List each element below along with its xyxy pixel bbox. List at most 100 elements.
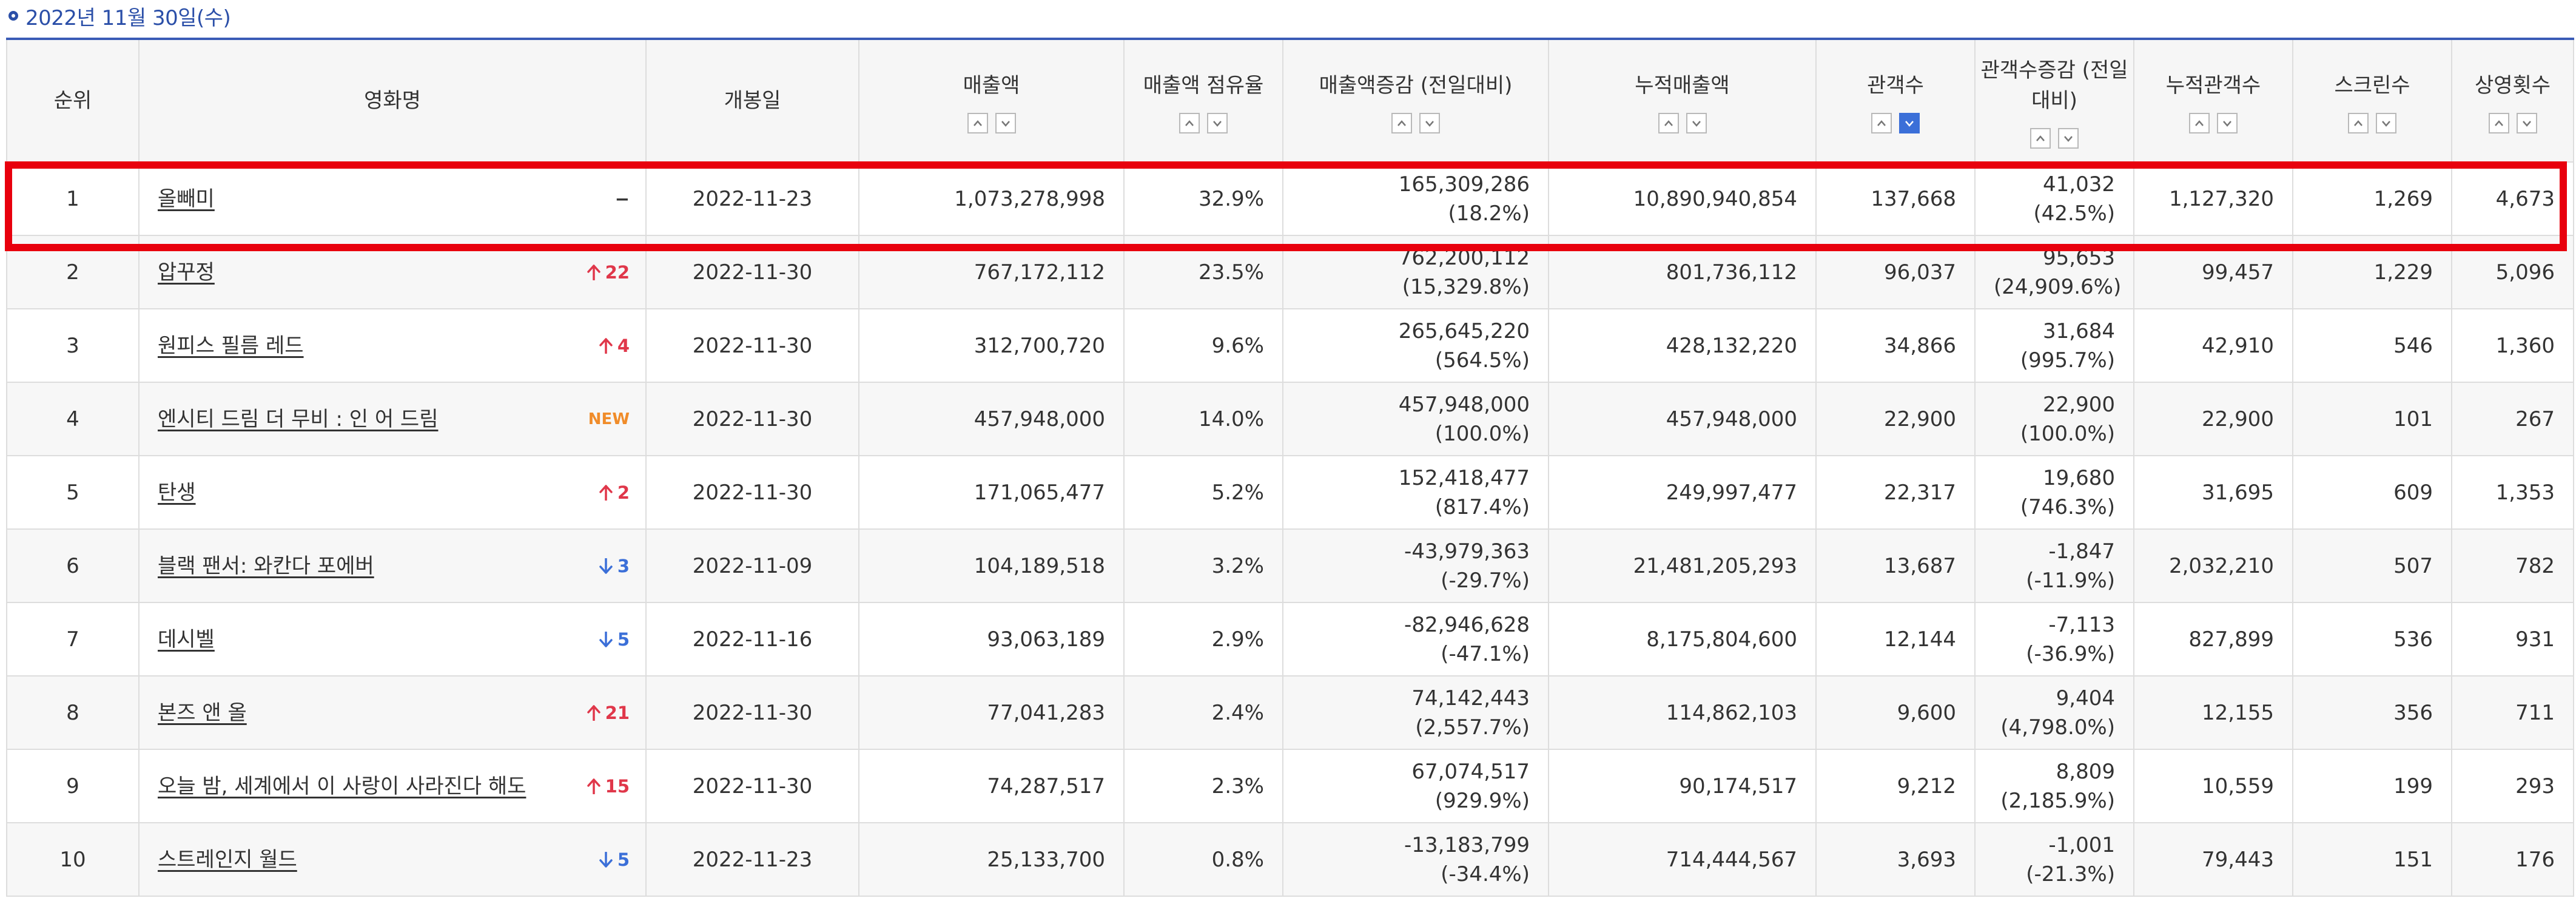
cell-value-cum_sales: 8,175,804,600 bbox=[1646, 627, 1797, 652]
cell-rank: 5 bbox=[6, 455, 140, 530]
column-label-cum_audience: 누적관객수 bbox=[2165, 73, 2261, 98]
cell-value-sales: 74,287,517 bbox=[987, 774, 1105, 798]
cell-percent-audience_change: (-11.9%) bbox=[2026, 568, 2115, 593]
cell-value-showings: 1,353 bbox=[2495, 480, 2555, 505]
cell-share: 0.8% bbox=[1123, 822, 1283, 897]
sort-ascending-button-audience_change[interactable] bbox=[2030, 127, 2051, 149]
movie-title-link[interactable]: 탄생 bbox=[158, 480, 196, 505]
cell-audience_change: 31,684 (995.7%) bbox=[1974, 308, 2134, 383]
sort-ascending-button-showings[interactable] bbox=[2488, 112, 2509, 133]
cell-value-sales_change: 457,948,000 bbox=[1398, 392, 1530, 417]
sort-ascending-button-audience[interactable] bbox=[1871, 112, 1892, 133]
sort-descending-button-showings[interactable] bbox=[2516, 112, 2537, 133]
movie-title-link[interactable]: 스트레인지 월드 bbox=[158, 847, 297, 872]
cell-value-showings: 711 bbox=[2515, 700, 2555, 725]
table-body: 1 올빼미 −2022-11-23 1,073,278,998 32.9% 165,309… bbox=[6, 161, 2574, 897]
cell-rank: 2 bbox=[6, 235, 140, 309]
rank-change-indicator: 2 bbox=[599, 478, 630, 507]
cell-value-sales_change: 74,142,443 bbox=[1411, 686, 1530, 710]
rank-change-value: 5 bbox=[617, 849, 630, 870]
sort-buttons-showings bbox=[2457, 107, 2568, 133]
cell-value-cum_audience: 1,127,320 bbox=[2168, 186, 2274, 211]
circle-bullet-icon bbox=[8, 11, 18, 21]
cell-value-audience_change: -1,001 bbox=[2048, 832, 2115, 857]
sort-ascending-button-screens[interactable] bbox=[2348, 112, 2369, 133]
cell-value-screens: 507 bbox=[2393, 553, 2433, 578]
sort-ascending-button-cum_sales[interactable] bbox=[1658, 112, 1679, 133]
cell-screens: 101 bbox=[2292, 382, 2452, 456]
cell-rank: 3 bbox=[6, 308, 140, 383]
cell-audience: 3,693 bbox=[1815, 822, 1976, 897]
sort-descending-button-audience[interactable] bbox=[1899, 112, 1920, 133]
movie-title-link[interactable]: 압꾸정 bbox=[158, 260, 215, 285]
cell-value-cum_sales: 428,132,220 bbox=[1666, 333, 1797, 358]
cell-cum_sales: 801,736,112 bbox=[1548, 235, 1817, 309]
cell-value-open_date: 2022-11-30 bbox=[692, 407, 813, 431]
cell-value-sales: 171,065,477 bbox=[974, 480, 1105, 505]
cell-cum_sales: 457,948,000 bbox=[1548, 382, 1817, 456]
column-label-showings: 상영횟수 bbox=[2474, 73, 2551, 98]
sort-descending-button-sales_change[interactable] bbox=[1419, 112, 1440, 133]
sort-descending-button-share[interactable] bbox=[1207, 112, 1228, 133]
sort-descending-button-audience_change[interactable] bbox=[2058, 127, 2079, 149]
column-label-open_date: 개봉일 bbox=[724, 89, 781, 113]
sort-ascending-button-cum_audience[interactable] bbox=[2189, 112, 2210, 133]
cell-sales: 25,133,700 bbox=[858, 822, 1125, 897]
column-header-sales: 매출액 bbox=[858, 38, 1125, 163]
cell-percent-sales_change: (564.5%) bbox=[1434, 348, 1530, 373]
cell-open_date: 2022-11-16 bbox=[645, 602, 859, 677]
cell-value-audience: 3,693 bbox=[1897, 847, 1956, 872]
cell-showings: 1,353 bbox=[2451, 455, 2574, 530]
cell-value-cum_sales: 249,997,477 bbox=[1666, 480, 1797, 505]
cell-value-share: 5.2% bbox=[1211, 480, 1264, 505]
cell-value-share: 23.5% bbox=[1198, 260, 1264, 285]
movie-title-link[interactable]: 오늘 밤, 세계에서 이 사랑이 사라진다 해도 bbox=[158, 774, 526, 798]
sort-descending-button-screens[interactable] bbox=[2376, 112, 2396, 133]
cell-percent-sales_change: (-47.1%) bbox=[1441, 641, 1530, 666]
cell-value-showings: 176 bbox=[2515, 847, 2555, 872]
cell-sales_change: -13,183,799 (-34.4%) bbox=[1282, 822, 1549, 897]
sort-descending-button-sales[interactable] bbox=[995, 112, 1016, 133]
cell-showings: 782 bbox=[2451, 528, 2574, 603]
column-header-audience_change: 관객수증감 (전일대비) bbox=[1974, 38, 2134, 163]
sort-ascending-button-sales[interactable] bbox=[967, 112, 988, 133]
cell-percent-audience_change: (-36.9%) bbox=[2026, 641, 2115, 666]
sort-descending-button-cum_sales[interactable] bbox=[1686, 112, 1707, 133]
cell-screens: 609 bbox=[2292, 455, 2452, 530]
cell-value-audience: 9,600 bbox=[1897, 700, 1956, 725]
movie-title-link[interactable]: 올빼미 bbox=[158, 186, 215, 211]
movie-title-link[interactable]: 본즈 앤 올 bbox=[158, 700, 247, 725]
cell-percent-sales_change: (817.4%) bbox=[1434, 494, 1530, 519]
sort-descending-button-cum_audience[interactable] bbox=[2217, 112, 2238, 133]
cell-value-share: 2.9% bbox=[1211, 627, 1264, 652]
table-row: 10 스트레인지 월드 5 2022-11-23 25,133,700 0.8% -13,1… bbox=[6, 822, 2574, 897]
movie-title-link[interactable]: 데시벨 bbox=[158, 627, 215, 652]
column-label-audience: 관객수 bbox=[1867, 73, 1924, 98]
cell-screens: 356 bbox=[2292, 675, 2452, 750]
sort-ascending-button-share[interactable] bbox=[1179, 112, 1200, 133]
cell-cum_audience: 31,695 bbox=[2133, 455, 2293, 530]
cell-value-cum_sales: 90,174,517 bbox=[1679, 774, 1797, 798]
column-header-showings: 상영횟수 bbox=[2451, 38, 2574, 163]
cell-rank: 9 bbox=[6, 749, 140, 823]
table-row: 9 오늘 밤, 세계에서 이 사랑이 사라진다 해도 15 2022-11-30 74,… bbox=[6, 749, 2574, 823]
rank-change-value: 21 bbox=[605, 702, 630, 723]
cell-value-rank: 8 bbox=[66, 700, 79, 725]
column-label-title: 영화명 bbox=[364, 89, 421, 113]
movie-title-link[interactable]: 엔시티 드림 더 무비 : 인 어 드림 bbox=[158, 407, 439, 431]
cell-cum_sales: 114,862,103 bbox=[1548, 675, 1817, 750]
movie-title-link[interactable]: 블랙 팬서: 와칸다 포에버 bbox=[158, 553, 374, 578]
cell-value-sales: 77,041,283 bbox=[987, 700, 1105, 725]
cell-percent-audience_change: (2,185.9%) bbox=[2000, 788, 2115, 813]
sort-ascending-button-sales_change[interactable] bbox=[1391, 112, 1412, 133]
cell-screens: 546 bbox=[2292, 308, 2452, 383]
cell-sales: 93,063,189 bbox=[858, 602, 1125, 677]
table-row: 3 원피스 필름 레드 4 2022-11-30 312,700,720 9.6% 265,… bbox=[6, 308, 2574, 383]
cell-value-cum_audience: 99,457 bbox=[2202, 260, 2274, 285]
cell-audience: 12,144 bbox=[1815, 602, 1976, 677]
column-label-screens: 스크린수 bbox=[2334, 73, 2410, 98]
cell-value-showings: 931 bbox=[2515, 627, 2555, 652]
cell-screens: 507 bbox=[2292, 528, 2452, 603]
movie-title-link[interactable]: 원피스 필름 레드 bbox=[158, 333, 304, 358]
cell-value-share: 14.0% bbox=[1198, 407, 1264, 431]
